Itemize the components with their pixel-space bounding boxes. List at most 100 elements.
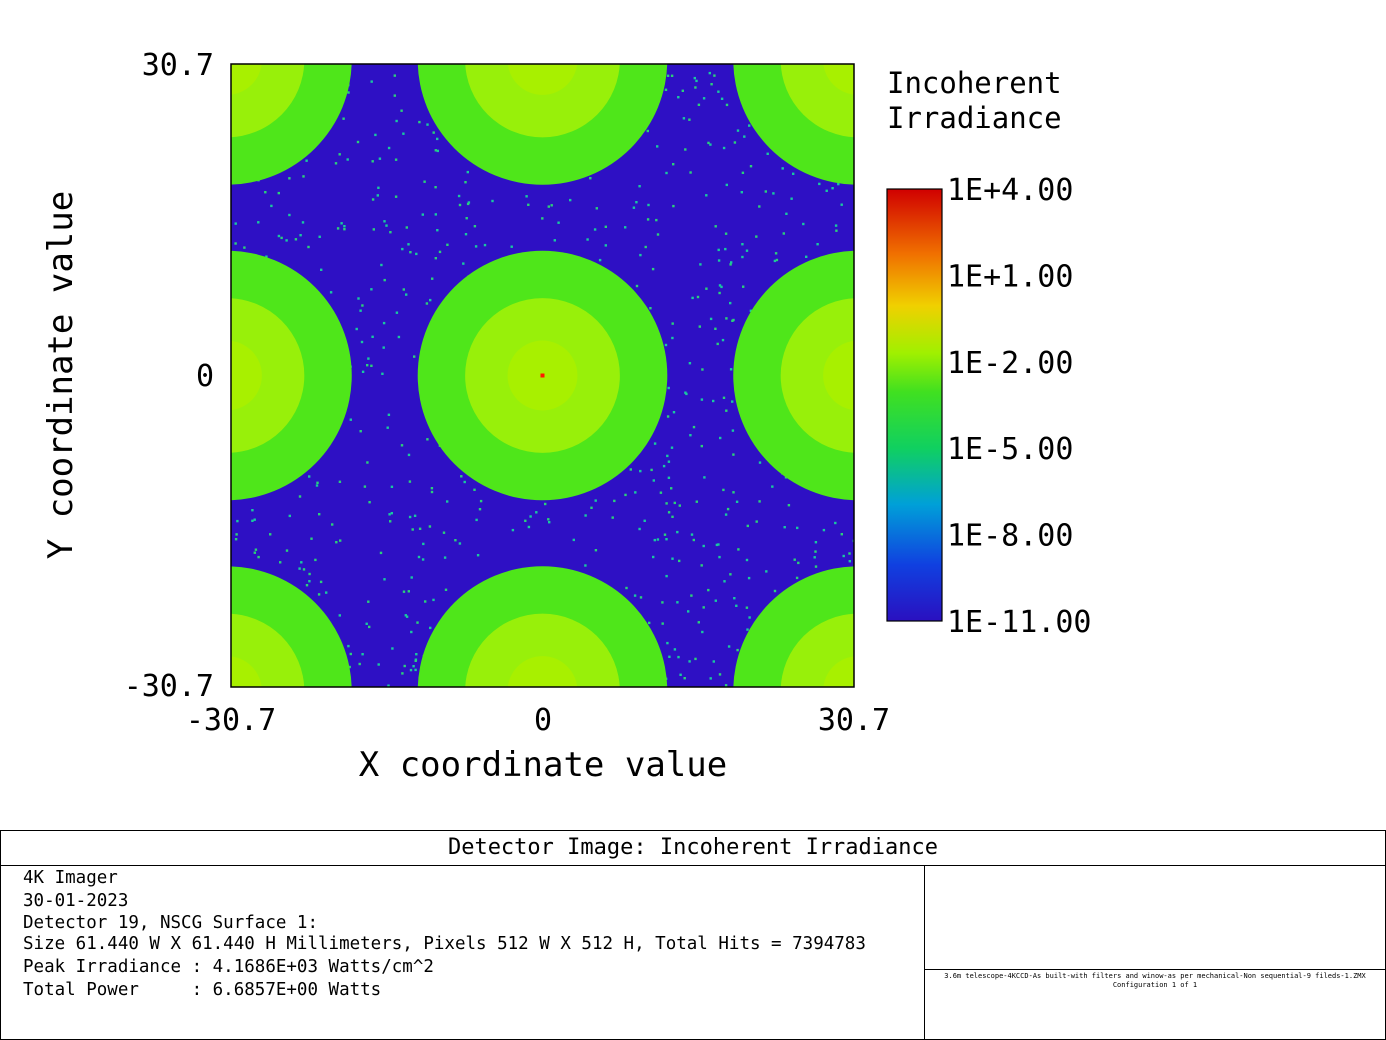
noise-pixel [302, 175, 305, 178]
x-tick-label-mid: 0 [534, 703, 552, 738]
spot-center-6 [823, 64, 854, 95]
noise-pixel [632, 206, 636, 209]
noise-pixel [431, 277, 434, 280]
noise-pixel [434, 213, 437, 216]
noise-pixel [389, 520, 392, 523]
noise-pixel [458, 542, 462, 545]
spot-center-4 [507, 64, 578, 95]
noise-pixel [813, 556, 816, 559]
noise-pixel [584, 514, 587, 517]
spot-center-7 [231, 64, 262, 95]
noise-pixel [662, 464, 666, 468]
noise-pixel [720, 285, 723, 289]
noise-pixel [655, 218, 658, 222]
noise-pixel [648, 621, 651, 625]
noise-pixel [745, 558, 749, 562]
noise-pixel [700, 564, 703, 567]
noise-pixel [368, 501, 371, 504]
noise-pixel [394, 158, 398, 161]
noise-pixel [729, 573, 732, 576]
noise-pixel [361, 653, 364, 656]
spot-peak-8 [856, 689, 860, 693]
noise-pixel [742, 285, 745, 288]
noise-pixel [741, 255, 744, 259]
noise-pixel [647, 203, 650, 207]
noise-pixel [338, 153, 341, 156]
noise-pixel [466, 170, 469, 174]
noise-pixel [401, 672, 404, 675]
noise-pixel [653, 538, 656, 542]
noise-pixel [667, 460, 671, 463]
noise-pixel [434, 257, 437, 260]
noise-pixel [635, 284, 639, 288]
noise-pixel [429, 626, 432, 630]
noise-pixel [397, 335, 401, 339]
noise-pixel [359, 309, 362, 312]
noise-pixel [726, 507, 730, 511]
noise-pixel [773, 259, 777, 263]
noise-pixel [411, 528, 414, 531]
noise-pixel [593, 228, 597, 231]
noise-pixel [329, 291, 333, 294]
noise-pixel [740, 191, 743, 194]
noise-pixel [646, 129, 649, 133]
noise-pixel [643, 519, 646, 522]
noise-pixel [319, 580, 323, 584]
noise-pixel [305, 159, 308, 162]
noise-pixel [731, 429, 735, 432]
noise-pixel [234, 538, 238, 541]
noise-pixel [758, 461, 762, 464]
noise-pixel [771, 485, 774, 488]
noise-pixel [705, 287, 708, 290]
noise-pixel [395, 311, 399, 314]
noise-pixel [758, 205, 761, 208]
noise-pixel [691, 296, 694, 300]
noise-pixel [457, 194, 461, 198]
noise-pixel [730, 261, 733, 264]
noise-pixel [243, 246, 246, 249]
noise-pixel [685, 392, 688, 396]
noise-pixel [624, 493, 627, 497]
noise-pixel [382, 321, 386, 325]
noise-pixel [718, 291, 721, 295]
noise-pixel [718, 284, 722, 287]
noise-pixel [624, 226, 627, 229]
noise-pixel [376, 194, 379, 197]
noise-pixel [473, 225, 477, 228]
noise-pixel [666, 415, 670, 418]
noise-pixel [598, 258, 602, 262]
noise-pixel [702, 606, 705, 609]
noise-pixel [425, 302, 429, 305]
noise-pixel [325, 591, 328, 594]
noise-pixel [336, 227, 340, 230]
noise-pixel [733, 597, 736, 600]
noise-pixel [253, 551, 256, 554]
noise-pixel [673, 501, 676, 505]
noise-pixel [790, 197, 793, 200]
noise-pixel [347, 91, 350, 94]
noise-pixel [792, 172, 795, 175]
noise-pixel [298, 495, 302, 498]
noise-pixel [385, 224, 388, 227]
noise-pixel [816, 243, 819, 246]
noise-pixel [725, 103, 729, 107]
noise-pixel [426, 123, 429, 126]
noise-pixel [264, 191, 267, 194]
noise-pixel [613, 499, 616, 503]
noise-pixel [663, 533, 667, 536]
noise-pixel [822, 528, 826, 532]
noise-pixel [731, 319, 734, 322]
noise-pixel [294, 238, 298, 241]
noise-pixel [717, 543, 720, 546]
noise-pixel [308, 572, 311, 576]
noise-pixel [772, 192, 775, 195]
noise-pixel [724, 247, 727, 251]
spot-center-5 [507, 656, 578, 687]
spot-peak-7 [225, 58, 229, 62]
noise-pixel [652, 479, 655, 482]
noise-pixel [269, 533, 272, 536]
info-line-2: 30-01-2023 [23, 891, 129, 911]
info-file-panel: 3.6m telescope-4KCCD-As built-with filte… [925, 866, 1385, 1039]
plot-frame [230, 63, 855, 688]
noise-pixel [366, 461, 369, 464]
